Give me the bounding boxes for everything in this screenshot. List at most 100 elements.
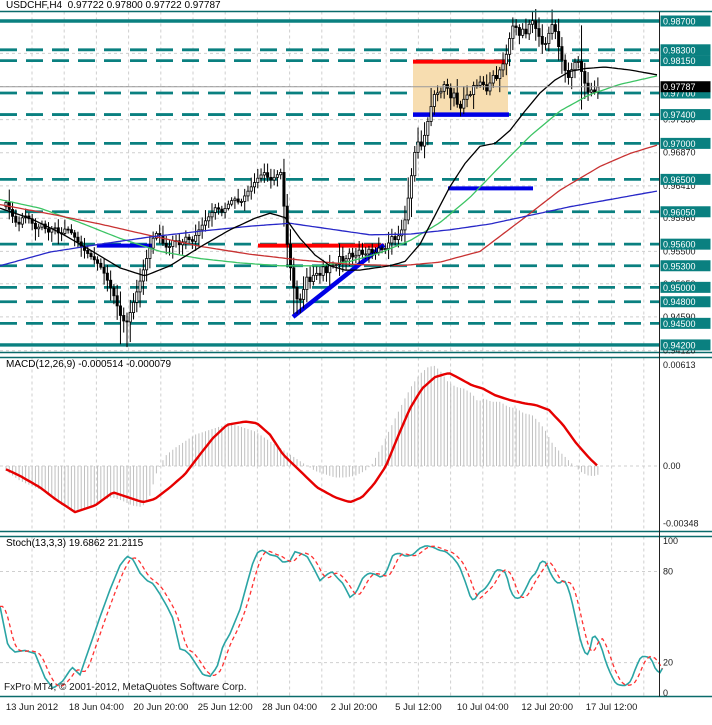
candle-body xyxy=(504,53,508,65)
time-label: 13 Jun 2012 xyxy=(6,702,58,713)
candle-body xyxy=(167,246,171,248)
macd-histogram xyxy=(5,365,599,511)
candle-body xyxy=(511,25,515,40)
candle-body xyxy=(17,221,21,225)
candle-body xyxy=(272,176,276,181)
price-scale-label: 0.94120 xyxy=(663,346,696,356)
candle-body xyxy=(360,249,364,255)
candle-body xyxy=(128,312,132,323)
panel-frames xyxy=(0,10,712,698)
support-resistance-levels[interactable] xyxy=(0,19,659,347)
chart-title: USDCHF,H4 0.97722 0.97800 0.97722 0.9778… xyxy=(6,0,221,11)
candle-body xyxy=(213,207,217,213)
candle-body xyxy=(357,249,361,256)
time-label: 10 Jul 04:00 xyxy=(457,702,509,713)
candle-body xyxy=(210,212,214,218)
candle-body xyxy=(406,197,410,221)
time-label: 18 Jun 04:00 xyxy=(69,702,124,713)
candle-body xyxy=(465,94,469,100)
candle-body xyxy=(109,279,113,289)
candle-body xyxy=(217,207,221,210)
level-badge-label: 0.96500 xyxy=(663,175,696,185)
candle-body xyxy=(475,84,479,87)
level-price-badge xyxy=(660,281,711,293)
macd-scale-label: 0.00 xyxy=(663,461,681,471)
candle-body xyxy=(439,90,443,94)
candle-body xyxy=(530,20,534,25)
candle-body xyxy=(233,198,237,202)
stoch-k-line xyxy=(0,545,664,689)
candle-body xyxy=(112,287,116,297)
candle-body xyxy=(197,229,201,236)
candle-body xyxy=(429,106,433,122)
stoch-scale-label: 80 xyxy=(663,566,673,576)
level-badge-label: 0.95600 xyxy=(663,240,696,250)
candle-body xyxy=(524,28,528,35)
candle-body xyxy=(485,84,489,92)
level-badge-label: 0.97700 xyxy=(663,88,696,98)
candle-body xyxy=(262,172,266,176)
candle-body xyxy=(442,84,446,92)
candle-body xyxy=(566,70,570,78)
candle-body xyxy=(390,236,394,244)
candle-body xyxy=(53,227,57,230)
candle-body xyxy=(419,141,423,147)
candle-body xyxy=(494,74,498,79)
candle-body xyxy=(436,92,440,95)
candle-body xyxy=(151,237,155,249)
candle-body xyxy=(56,227,60,234)
candle-body xyxy=(380,247,384,250)
candle-body xyxy=(580,61,584,72)
level-price-badge xyxy=(660,44,711,56)
candle-body xyxy=(96,259,100,264)
candle-body xyxy=(341,256,345,262)
candle-body xyxy=(292,267,296,288)
candle-body xyxy=(190,239,194,242)
macd-scale-label: 0.00613 xyxy=(663,360,696,370)
level-badge-label: 0.94500 xyxy=(663,319,696,329)
candle-body xyxy=(302,289,306,300)
level-price-badge xyxy=(660,55,711,67)
candle-body xyxy=(308,276,312,282)
candle-body xyxy=(553,24,557,32)
candle-body xyxy=(344,258,348,262)
stoch-indicator-label: Stoch(13,3,3) 19.6862 21.2115 xyxy=(6,538,144,549)
current-price-badge xyxy=(660,81,711,93)
time-label: 20 Jun 20:00 xyxy=(133,702,188,713)
candle-body xyxy=(105,272,109,281)
level-price-badge xyxy=(660,317,711,329)
candle-body xyxy=(462,98,466,109)
level-badge-label: 0.94200 xyxy=(663,340,696,350)
level-price-badge xyxy=(660,238,711,250)
candle-body xyxy=(89,253,93,258)
candle-body xyxy=(383,248,387,250)
level-price-badge xyxy=(660,173,711,185)
candle-body xyxy=(347,252,351,260)
candle-body xyxy=(66,228,70,231)
candle-body xyxy=(69,229,73,234)
candle-body xyxy=(324,266,328,274)
time-label: 12 Jul 20:00 xyxy=(521,702,573,713)
candle-body xyxy=(266,172,270,178)
candle-body xyxy=(514,25,518,28)
candle-body xyxy=(468,94,472,96)
candle-body xyxy=(318,272,322,276)
candle-body xyxy=(563,59,567,71)
candle-body xyxy=(73,232,77,238)
candle-body xyxy=(275,174,279,178)
candle-body xyxy=(413,151,417,177)
candle-body xyxy=(243,195,247,202)
time-label: 17 Jul 12:00 xyxy=(586,702,638,713)
candle-body xyxy=(367,248,371,255)
candle-body xyxy=(400,229,404,237)
candle-body xyxy=(377,247,381,253)
candle-body xyxy=(338,256,342,265)
candle-body xyxy=(164,242,168,248)
candle-body xyxy=(236,198,240,203)
drawn-objects[interactable] xyxy=(97,59,533,319)
stoch-scale-label: 100 xyxy=(663,536,678,546)
candle-body xyxy=(92,256,96,261)
level-price-badge xyxy=(660,15,711,27)
